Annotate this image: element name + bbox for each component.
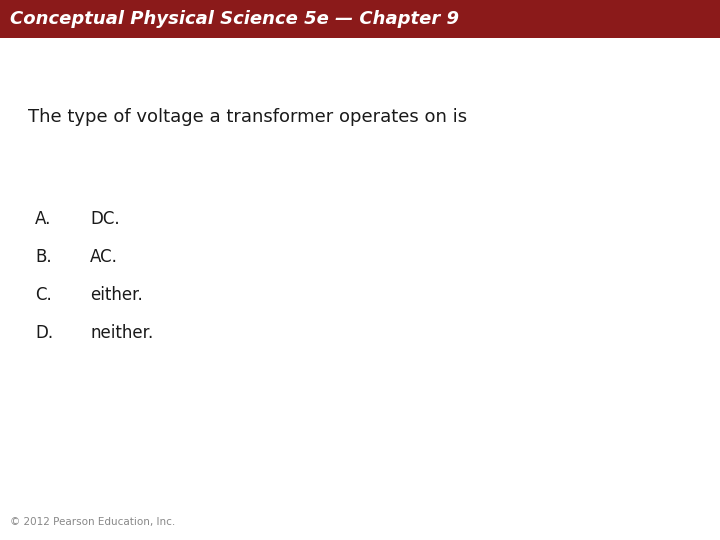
Bar xyxy=(0,0,720,38)
Text: Conceptual Physical Science 5e — Chapter 9: Conceptual Physical Science 5e — Chapter… xyxy=(10,10,459,28)
Text: B.: B. xyxy=(35,248,52,266)
Text: AC.: AC. xyxy=(90,248,118,266)
Text: either.: either. xyxy=(90,286,143,304)
Text: neither.: neither. xyxy=(90,324,153,342)
Text: DC.: DC. xyxy=(90,210,120,228)
Text: C.: C. xyxy=(35,286,52,304)
Text: The type of voltage a transformer operates on is: The type of voltage a transformer operat… xyxy=(28,108,467,126)
Text: A.: A. xyxy=(35,210,51,228)
Text: © 2012 Pearson Education, Inc.: © 2012 Pearson Education, Inc. xyxy=(10,517,175,527)
Text: D.: D. xyxy=(35,324,53,342)
